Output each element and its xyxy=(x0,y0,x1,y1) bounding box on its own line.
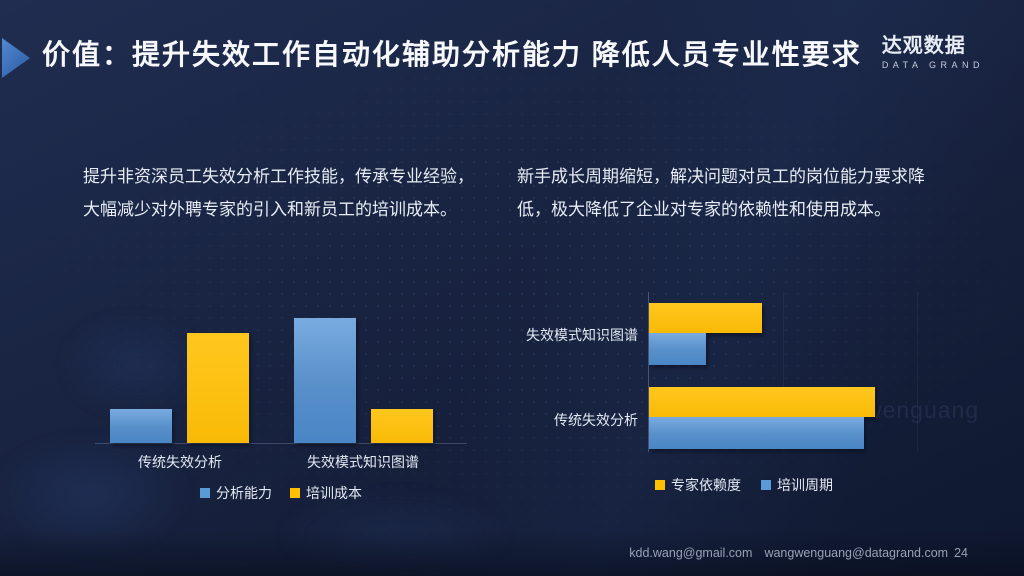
legend-item: 培训成本 xyxy=(290,483,362,503)
bar-分析能力 xyxy=(294,318,356,443)
brand-logo: 达观数据 DATA GRAND xyxy=(882,35,984,70)
page-title: 价值：提升失效工作自动化辅助分析能力 降低人员专业性要求 xyxy=(42,39,862,70)
legend-label: 分析能力 xyxy=(216,485,272,501)
legend-item: 培训周期 xyxy=(761,475,833,495)
legend-label: 专家依赖度 xyxy=(671,477,741,493)
bar-分析能力 xyxy=(110,409,172,443)
left-paragraph-line: 大幅减少对外聘专家的引入和新员工的培训成本。 xyxy=(83,200,457,219)
brand-logo-subtitle: DATA GRAND xyxy=(881,60,984,70)
right-chart-plot xyxy=(648,292,921,452)
left-chart-category: 传统失效分析 xyxy=(138,454,222,470)
footer: kdd.wang@gmail.com wangwenguang@datagrand… xyxy=(629,546,968,560)
left-paragraph: 提升非资深员工失效分析工作技能，传承专业经验， 大幅减少对外聘专家的引入和新员工… xyxy=(83,160,474,226)
bar-group xyxy=(294,318,433,443)
left-chart-legend: 分析能力 培训成本 xyxy=(95,483,467,503)
legend-swatch-yellow xyxy=(655,480,665,490)
bar-专家依赖度 xyxy=(649,303,762,333)
bar-培训周期 xyxy=(649,417,864,449)
left-chart-categories: 传统失效分析 失效模式知识图谱 xyxy=(95,452,467,472)
right-paragraph-line: 新手成长周期缩短，解决问题对员工的岗位能力要求降 xyxy=(517,167,925,186)
legend-swatch-blue xyxy=(200,488,210,498)
legend-label: 培训周期 xyxy=(777,477,833,493)
right-chart-category: 传统失效分析 xyxy=(554,412,638,428)
right-paragraph-line: 低，极大降低了企业对专家的依赖性和使用成本。 xyxy=(517,200,891,219)
footer-email-2: wangwenguang@datagrand.com xyxy=(764,546,949,560)
legend-item: 分析能力 xyxy=(200,483,272,503)
page-number: 24 xyxy=(954,546,968,560)
brand-logo-name: 达观数据 xyxy=(881,35,966,57)
title-arrow-icon xyxy=(2,38,30,78)
legend-label: 培训成本 xyxy=(306,485,362,501)
right-chart-legend: 专家依赖度 培训周期 xyxy=(648,475,935,495)
left-paragraph-line: 提升非资深员工失效分析工作技能，传承专业经验， xyxy=(83,167,474,186)
legend-swatch-blue xyxy=(761,480,771,490)
legend-item: 专家依赖度 xyxy=(655,475,741,495)
bar-培训成本 xyxy=(371,409,433,443)
left-chart-plot xyxy=(95,303,467,444)
bar-培训成本 xyxy=(187,333,249,443)
legend-swatch-yellow xyxy=(290,488,300,498)
footer-email-1: kdd.wang@gmail.com xyxy=(629,546,753,560)
bar-专家依赖度 xyxy=(649,387,875,417)
bar-group xyxy=(110,333,249,443)
right-paragraph: 新手成长周期缩短，解决问题对员工的岗位能力要求降 低，极大降低了企业对专家的依赖… xyxy=(517,160,925,226)
right-chart-category: 失效模式知识图谱 xyxy=(526,327,638,343)
left-chart-category: 失效模式知识图谱 xyxy=(307,454,419,470)
gridline xyxy=(917,292,918,452)
gridline xyxy=(783,292,784,452)
bar-培训周期 xyxy=(649,333,706,365)
